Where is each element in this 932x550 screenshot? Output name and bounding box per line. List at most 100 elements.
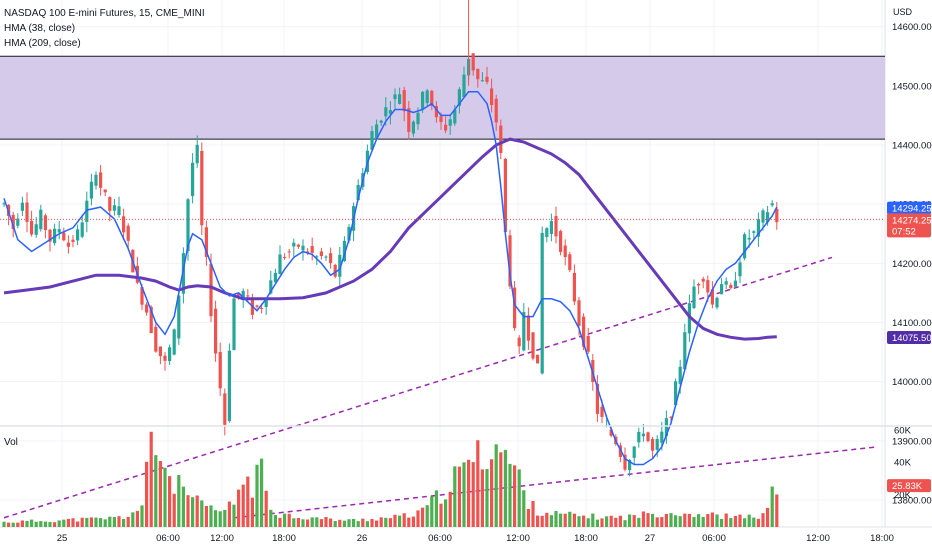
- candle-body: [48, 229, 52, 242]
- time-axis[interactable]: 25 06:00 12:00 18:00 26 06:00 12:00 18:00 27 06:0…: [57, 533, 894, 544]
- time-tick-label: 18:00: [870, 533, 894, 544]
- volume-bar: [421, 507, 425, 527]
- candle-body: [416, 112, 420, 125]
- candle-body: [430, 90, 434, 106]
- volume-bar: [223, 509, 227, 527]
- candle-body: [761, 210, 765, 223]
- candle-body: [168, 347, 172, 362]
- candle-body: [246, 295, 250, 297]
- candle-body: [57, 229, 61, 233]
- candle-body: [112, 205, 116, 211]
- candle-body: [485, 76, 489, 82]
- currency-label[interactable]: USD: [892, 6, 914, 19]
- candle-body: [697, 283, 701, 286]
- price-tick-label: 14600.00: [892, 22, 932, 33]
- candle-body: [333, 264, 337, 277]
- volume-bar: [315, 517, 319, 527]
- volume-bar: [720, 519, 724, 527]
- candle-body: [296, 244, 300, 247]
- volume-bar: [586, 518, 590, 527]
- candle-body: [471, 53, 475, 71]
- candle-body: [434, 106, 438, 118]
- volume-bar: [632, 515, 636, 527]
- candle-body: [490, 88, 494, 106]
- volume-bar: [738, 514, 742, 527]
- legend-hma-slow[interactable]: HMA (209, close): [4, 38, 81, 49]
- candle-body: [223, 393, 227, 425]
- candle-body: [310, 246, 314, 253]
- candle-body: [195, 144, 199, 164]
- time-tick-label: 25: [57, 533, 68, 544]
- volume-bar: [352, 518, 356, 527]
- volume-bar: [255, 464, 259, 527]
- candle-body: [669, 416, 673, 418]
- candle-body: [457, 89, 461, 106]
- volume-bar: [494, 444, 498, 527]
- candle-body: [43, 215, 47, 231]
- volume-bar: [706, 514, 710, 527]
- legend-hma-fast[interactable]: HMA (38, close): [4, 23, 76, 34]
- volume-bar: [549, 515, 553, 527]
- candle-body: [39, 209, 43, 230]
- volume-bar: [227, 501, 231, 527]
- volume-bar: [568, 511, 572, 527]
- legend-volume[interactable]: Vol: [4, 437, 18, 448]
- price-tick-label: 13900.00: [892, 436, 932, 447]
- volume-bar: [480, 469, 484, 527]
- volume-bar: [439, 503, 443, 527]
- candle-body: [76, 229, 80, 241]
- volume-bar: [338, 519, 342, 527]
- volume-bar: [678, 516, 682, 527]
- volume-bar: [595, 519, 599, 527]
- volume-bar: [692, 517, 696, 527]
- volume-bar: [697, 514, 701, 527]
- volume-bar: [411, 516, 415, 527]
- volume-bar: [770, 486, 774, 527]
- candle-body: [214, 308, 218, 354]
- volume-bar: [273, 515, 277, 527]
- volume-bar: [582, 515, 586, 527]
- candle-body: [559, 231, 563, 252]
- candle-body: [568, 254, 572, 271]
- volume-bar: [614, 517, 618, 527]
- candle-body: [540, 232, 544, 374]
- candle-body: [273, 272, 277, 283]
- volume-bar: [393, 514, 397, 527]
- volume-bar: [333, 521, 337, 527]
- volume-bar: [131, 512, 135, 527]
- candle-body: [674, 381, 678, 406]
- volume-bar: [191, 497, 195, 527]
- candle-body: [122, 216, 126, 233]
- volume-bar: [508, 463, 512, 527]
- hma-slow-badge: [887, 331, 931, 345]
- volume-bar: [563, 513, 567, 527]
- volume-bar: [591, 513, 595, 527]
- candle-body: [319, 251, 323, 257]
- volume-bar: [641, 511, 645, 527]
- volume-bar: [554, 510, 558, 527]
- volume-bar: [687, 513, 691, 527]
- time-tick-label: 27: [645, 533, 656, 544]
- volume-bar: [200, 500, 204, 527]
- volume-bar: [99, 518, 103, 527]
- candle-body: [209, 264, 213, 317]
- candle-body: [724, 281, 728, 285]
- volume-bar: [733, 515, 737, 527]
- volume-bar: [618, 515, 622, 527]
- candle-body: [549, 221, 553, 234]
- volume-bar: [306, 519, 310, 527]
- candle-body: [2, 203, 6, 205]
- volume-bar: [577, 516, 581, 527]
- candle-body: [89, 181, 93, 199]
- volume-bar: [623, 520, 627, 527]
- candle-body: [752, 231, 756, 233]
- legend-symbol[interactable]: NASDAQ 100 E-mini Futures, 15, CME_MINI: [4, 8, 205, 19]
- candle-body: [439, 116, 443, 123]
- volume-bar: [177, 475, 181, 527]
- volume-bar: [517, 469, 521, 527]
- candle-body: [646, 432, 650, 442]
- volume-bar: [76, 521, 80, 527]
- candle-body: [407, 108, 411, 132]
- volume-bar: [761, 513, 765, 527]
